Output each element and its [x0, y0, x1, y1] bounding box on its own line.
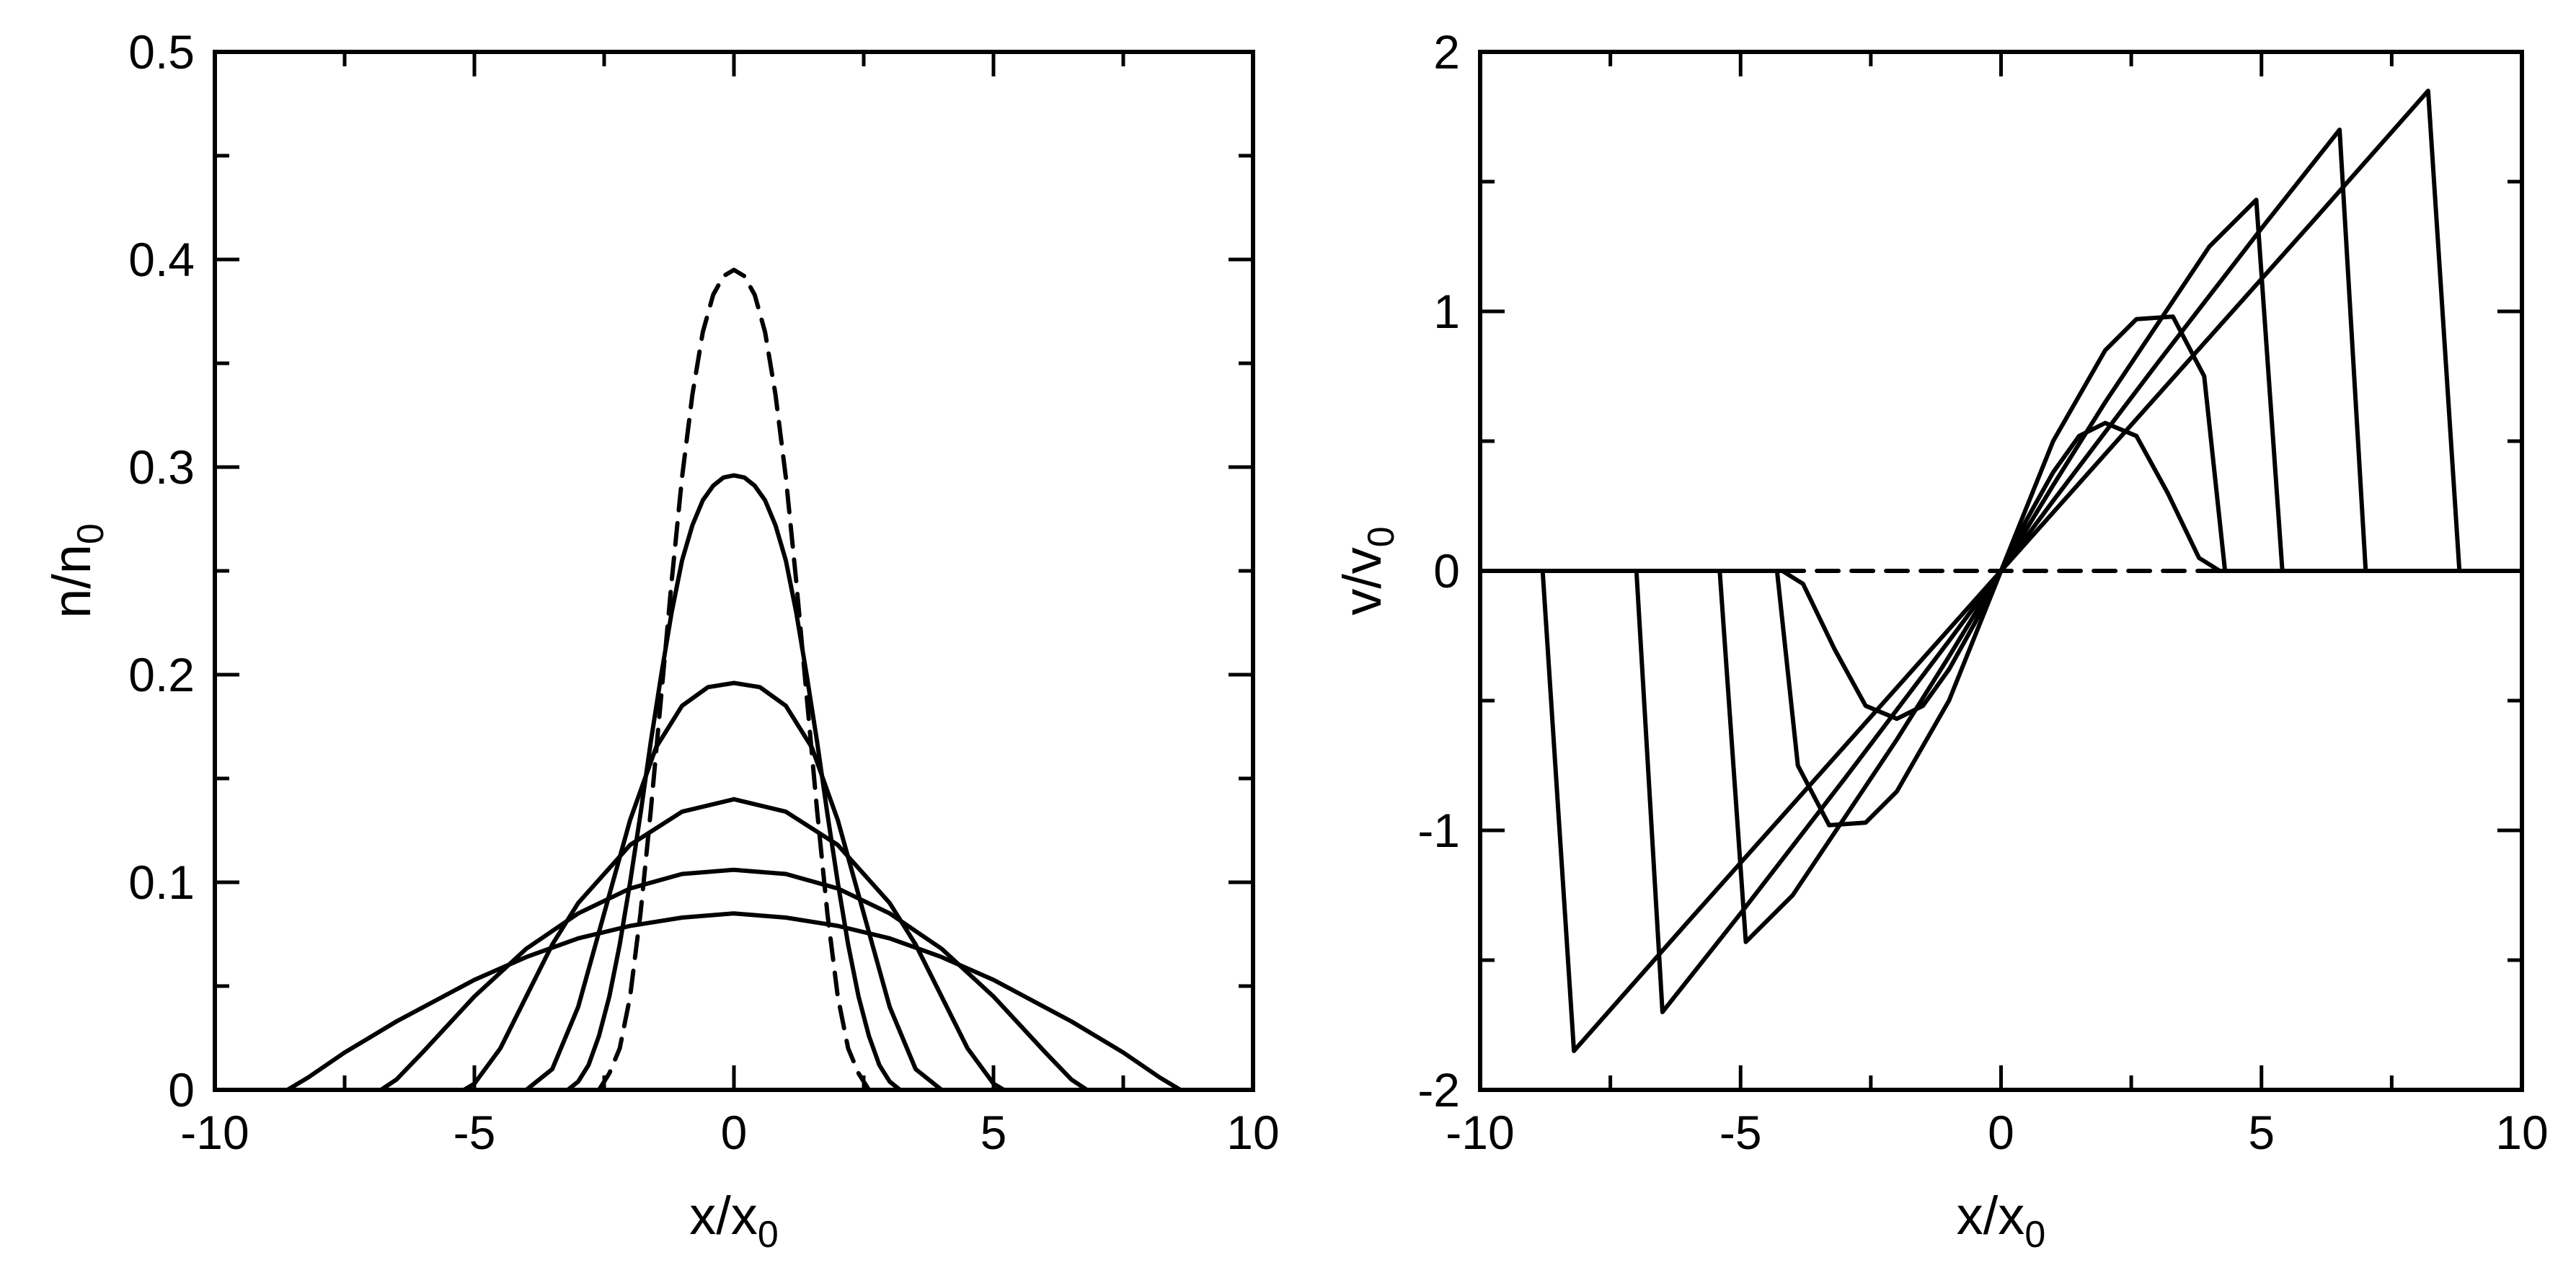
series-line-4 — [379, 867, 1089, 1092]
x-tick-label: 5 — [981, 1106, 1007, 1159]
y-tick-label: 1 — [1433, 285, 1460, 338]
y-tick-label: 0.5 — [128, 25, 195, 79]
y-axis-label-subscript: 0 — [70, 523, 112, 544]
series-line-5 — [285, 911, 1183, 1092]
x-tick-label: -10 — [1446, 1106, 1514, 1159]
y-tick-label: 0.4 — [128, 233, 195, 286]
x-tick-label: 10 — [2495, 1106, 2548, 1159]
x-axis-label-text: x/x — [1957, 1186, 2025, 1246]
y-tick-label: 2 — [1433, 25, 1460, 79]
y-tick-label: 0.1 — [128, 856, 195, 909]
y-tick-label: 0.3 — [128, 440, 195, 494]
x-tick-label: -5 — [1719, 1106, 1762, 1159]
x-axis-label-subscript: 0 — [2024, 1214, 2045, 1256]
x-tick-label: 10 — [1226, 1106, 1279, 1159]
y-tick-label: -2 — [1417, 1063, 1460, 1117]
series-line-0 — [596, 267, 872, 1092]
x-axis-label: x/x0 — [1957, 1186, 2045, 1256]
x-axis-label-subscript: 0 — [758, 1214, 779, 1256]
x-tick-label: -10 — [180, 1106, 249, 1159]
x-axis-label-text: x/x — [689, 1186, 758, 1246]
y-axis-label-subscript: 0 — [1360, 526, 1402, 547]
y-axis-label-text: n/n — [42, 544, 102, 618]
series-line-3 — [461, 796, 1006, 1092]
y-tick-label: -1 — [1417, 804, 1460, 857]
series-line-5 — [1478, 89, 2524, 1053]
y-tick-label: 0 — [1433, 544, 1460, 598]
series-line-1 — [565, 473, 903, 1092]
x-tick-label: 0 — [1988, 1106, 2014, 1159]
plot-frame — [213, 50, 1255, 1092]
series-line-2 — [524, 680, 944, 1092]
y-tick-label: 0.2 — [128, 648, 195, 701]
y-axis-label: n/n0 — [42, 523, 112, 618]
x-tick-label: 0 — [721, 1106, 748, 1159]
y-axis-label-text: v/v — [1332, 547, 1392, 616]
y-tick-label: 0 — [168, 1063, 195, 1117]
x-axis-label: x/x0 — [689, 1186, 778, 1256]
x-tick-label: -5 — [453, 1106, 496, 1159]
x-tick-label: 5 — [2248, 1106, 2275, 1159]
y-axis-label: v/v0 — [1332, 526, 1402, 615]
